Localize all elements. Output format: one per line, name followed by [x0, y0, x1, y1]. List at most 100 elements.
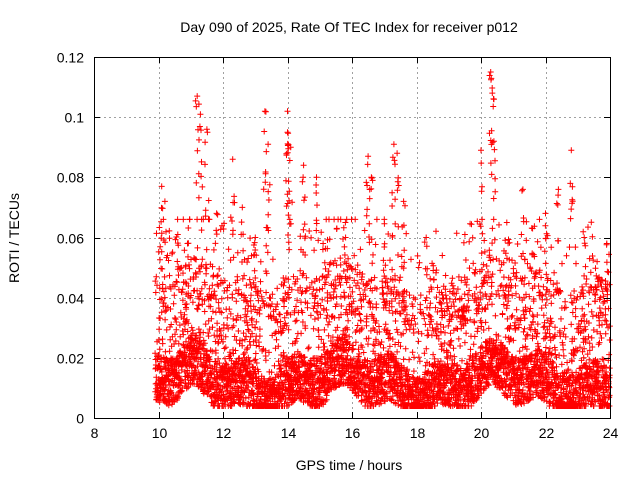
- data-point: [410, 368, 417, 375]
- data-point: [273, 316, 280, 323]
- data-point: [275, 358, 282, 365]
- data-point: [183, 316, 190, 323]
- data-point: [400, 356, 407, 363]
- data-point: [542, 260, 549, 267]
- data-point: [417, 301, 424, 308]
- data-point: [244, 259, 251, 266]
- data-point: [246, 357, 252, 364]
- data-point: [208, 315, 215, 322]
- data-point: [580, 228, 587, 235]
- data-point: [214, 272, 221, 279]
- data-point: [340, 224, 347, 231]
- data-point: [209, 282, 216, 289]
- data-point: [470, 341, 477, 348]
- data-point: [466, 265, 473, 272]
- data-point: [243, 346, 250, 353]
- data-point: [256, 326, 263, 333]
- data-point: [178, 264, 185, 271]
- data-point: [269, 291, 276, 298]
- data-point: [315, 327, 322, 334]
- data-point: [420, 310, 427, 317]
- data-point: [167, 390, 174, 397]
- data-point: [248, 292, 254, 299]
- data-point: [321, 343, 328, 350]
- data-point: [492, 312, 499, 319]
- data-point: [394, 348, 401, 355]
- data-point: [250, 396, 257, 402]
- data-point: [240, 351, 247, 358]
- data-point: [209, 324, 216, 331]
- data-point: [478, 343, 485, 350]
- data-point: [568, 358, 575, 365]
- data-point: [229, 218, 235, 224]
- data-point: [177, 309, 184, 316]
- data-point: [220, 392, 227, 399]
- data-point: [179, 297, 186, 304]
- data-point: [251, 267, 258, 274]
- data-point: [489, 240, 496, 247]
- data-point: [170, 300, 177, 307]
- data-point: [256, 333, 263, 340]
- data-point: [163, 326, 170, 333]
- data-point: [343, 279, 350, 286]
- data-point: [361, 287, 368, 293]
- data-point: [525, 280, 532, 287]
- data-point: [152, 289, 159, 296]
- data-point: [183, 383, 190, 390]
- data-point: [169, 399, 176, 405]
- data-point: [248, 308, 255, 315]
- data-point: [372, 241, 379, 248]
- data-point: [185, 225, 192, 231]
- data-point: [159, 265, 166, 272]
- data-point: [474, 305, 481, 312]
- data-point: [286, 294, 292, 301]
- data-point: [253, 342, 260, 349]
- data-point: [380, 290, 387, 296]
- data-point: [263, 289, 270, 296]
- data-point: [180, 216, 187, 223]
- data-point: [180, 341, 187, 348]
- data-point: [152, 278, 159, 285]
- data-point: [207, 303, 214, 310]
- data-point: [220, 226, 227, 232]
- data-point: [269, 301, 275, 307]
- data-point: [221, 277, 228, 284]
- data-point: [427, 300, 434, 307]
- data-point: [430, 351, 437, 358]
- data-point: [241, 336, 248, 343]
- data-point: [345, 317, 352, 324]
- data-point: [534, 238, 541, 245]
- data-point: [185, 253, 191, 260]
- data-point: [203, 270, 210, 277]
- data-point: [365, 341, 371, 348]
- data-point: [205, 333, 212, 340]
- data-point: [234, 277, 241, 284]
- data-point: [466, 238, 473, 245]
- data-point: [226, 306, 233, 313]
- data-point: [175, 393, 181, 400]
- data-point: [512, 260, 519, 266]
- data-point: [193, 332, 200, 339]
- data-point: [373, 216, 380, 223]
- data-point: [454, 362, 461, 368]
- data-point: [352, 216, 359, 223]
- data-point: [226, 349, 233, 356]
- data-point: [392, 318, 399, 324]
- data-point: [166, 348, 173, 355]
- data-point: [461, 339, 468, 346]
- data-point: [173, 326, 180, 333]
- data-point: [174, 279, 180, 286]
- data-point: [250, 380, 257, 387]
- data-point: [285, 232, 291, 238]
- data-point: [169, 249, 176, 256]
- data-point: [228, 364, 235, 371]
- data-point: [218, 309, 225, 316]
- data-point: [196, 295, 203, 302]
- data-point: [357, 246, 364, 253]
- data-point: [559, 260, 565, 267]
- data-point: [238, 219, 245, 226]
- data-point: [468, 221, 475, 228]
- data-point: [535, 283, 542, 290]
- data-point: [489, 301, 495, 308]
- data-point: [232, 347, 239, 354]
